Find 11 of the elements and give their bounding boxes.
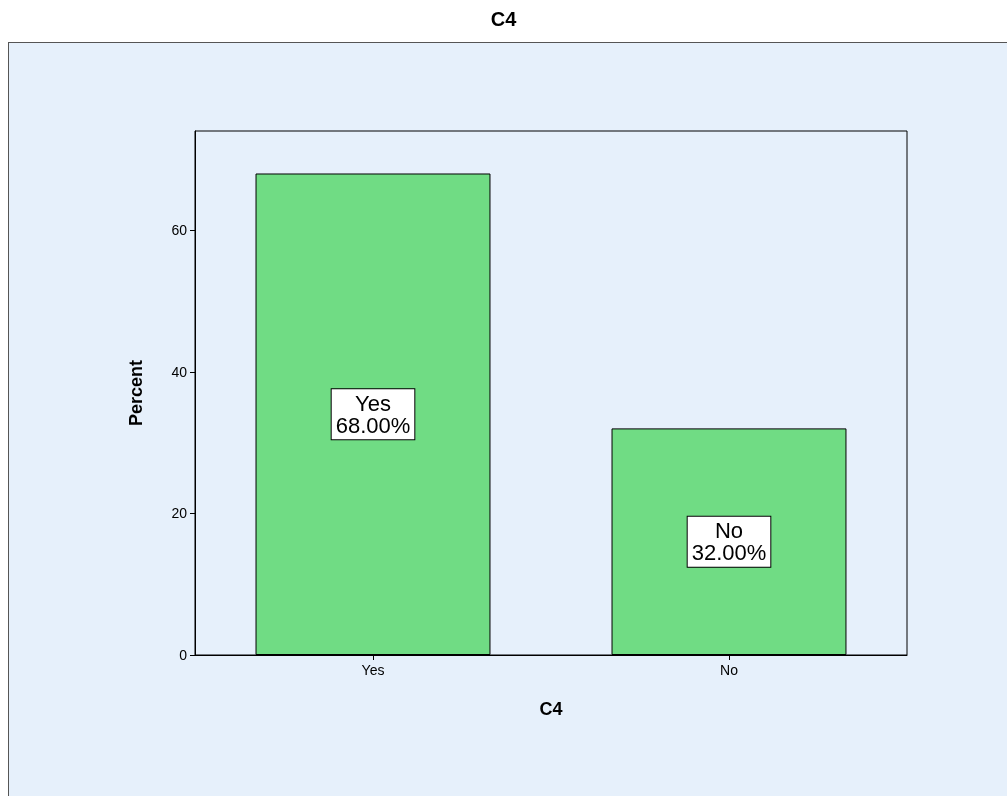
y-tick-label: 40 xyxy=(171,363,188,380)
y-tick-label: 60 xyxy=(171,222,188,239)
y-axis-title: Percent xyxy=(126,359,146,427)
data-label: No 32.00% xyxy=(691,518,767,566)
data-label: Yes 68.00% xyxy=(335,390,411,438)
y-tick-label: 0 xyxy=(179,647,188,663)
chart-title: C4 xyxy=(490,8,518,30)
y-tick-label: 20 xyxy=(171,505,188,522)
x-axis-title: C4 xyxy=(539,699,563,719)
x-tick-label: Yes xyxy=(361,662,385,678)
x-tick-label: No xyxy=(720,662,739,678)
